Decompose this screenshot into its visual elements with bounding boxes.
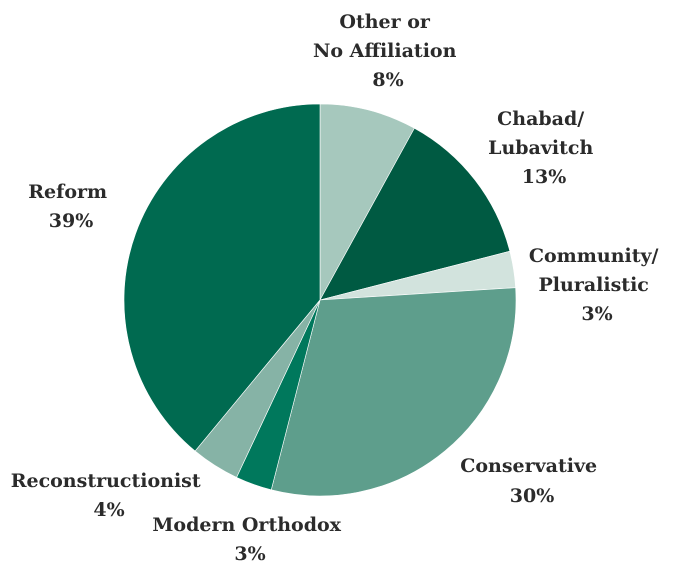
- slice-label-modern-orthodox: Modern Orthodox 3%: [152, 514, 347, 565]
- slice-label-reform: Reform 39%: [28, 181, 113, 232]
- pie-slice-reform: [123, 103, 321, 452]
- pie-slices: [123, 103, 517, 497]
- slice-label-community: Community/ Pluralistic 3%: [529, 245, 665, 325]
- slice-label-other: Other or No Affiliation 8%: [313, 11, 463, 91]
- slice-label-conservative: Conservative 30%: [460, 455, 604, 507]
- slice-label-reconstructionist: Reconstructionist 4%: [11, 470, 208, 521]
- pie-slice-chabad: [319, 127, 511, 301]
- pie-slice-other: [319, 103, 415, 301]
- slice-label-chabad: Chabad/ Lubavitch 13%: [488, 108, 600, 188]
- pie-slice-conservative: [270, 287, 517, 497]
